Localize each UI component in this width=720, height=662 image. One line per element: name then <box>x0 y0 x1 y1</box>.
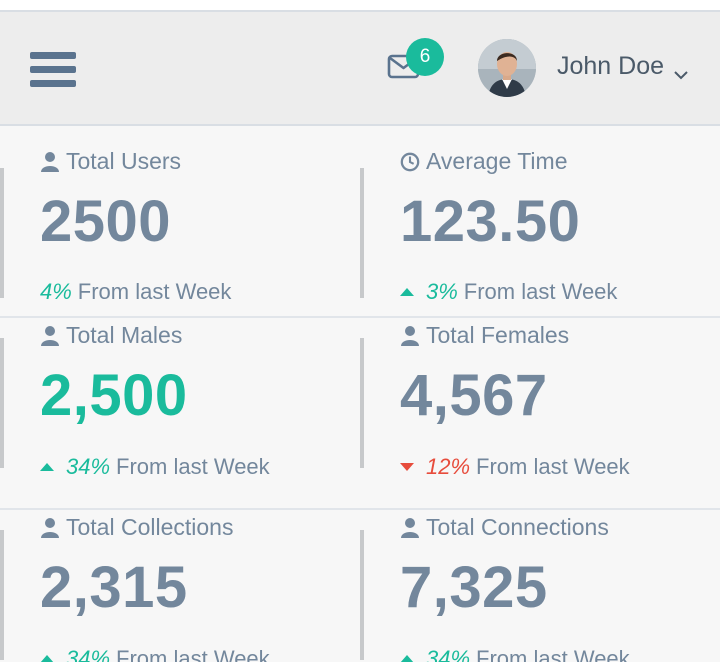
tile-total-males: Total Males 2,500 34% From last Week <box>0 318 360 508</box>
tile-note: From last Week <box>476 646 630 662</box>
tile-average-time: Average Time 123.50 3% From last Week <box>360 126 720 316</box>
tile-total-connections: Total Connections 7,325 34% From last We… <box>360 510 720 662</box>
tile-divider <box>0 338 4 468</box>
tile-title: Total Collections <box>66 514 234 540</box>
tile-title: Total Males <box>66 322 183 348</box>
tile-percent: 34% <box>66 646 111 662</box>
clock-icon <box>400 152 420 171</box>
tile-count-grid: Total Users 2500 4% From last Week Avera… <box>0 126 720 662</box>
tile-count: 4,567 <box>400 363 548 428</box>
tile-note: From last Week <box>463 279 618 304</box>
user-name[interactable]: John Doe <box>557 52 665 80</box>
top-navbar: 6 John Doe <box>0 12 720 126</box>
tile-count: 2,500 <box>40 363 188 428</box>
trend-up-icon <box>40 655 54 662</box>
tile-count: 123.50 <box>400 189 581 254</box>
tile-divider <box>360 168 364 298</box>
tile-note: From last Week <box>77 279 232 304</box>
tile-total-collections: Total Collections 2,315 34% From last We… <box>0 510 360 662</box>
tile-row: Total Collections 2,315 34% From last We… <box>0 510 720 662</box>
top-border <box>0 0 720 12</box>
tile-title: Total Connections <box>426 514 609 540</box>
tile-divider <box>360 338 364 468</box>
tile-percent: 4% <box>40 279 72 304</box>
avatar[interactable] <box>478 39 536 97</box>
tile-count: 7,325 <box>400 555 548 620</box>
tile-percent: 12% <box>426 454 471 479</box>
tile-title: Average Time <box>426 148 568 174</box>
tile-divider <box>360 530 364 660</box>
trend-up-icon <box>400 655 414 662</box>
trend-up-icon <box>400 288 414 296</box>
chevron-down-icon[interactable] <box>673 70 689 80</box>
tile-divider <box>0 168 4 298</box>
tile-count: 2500 <box>40 189 172 254</box>
tile-title: Total Females <box>426 322 570 348</box>
tile-total-users: Total Users 2500 4% From last Week <box>0 126 360 316</box>
tile-note: From last Week <box>476 454 630 479</box>
tile-note: From last Week <box>116 646 270 662</box>
tile-count: 2,315 <box>40 555 188 620</box>
trend-down-icon <box>400 463 414 471</box>
user-icon <box>41 151 59 172</box>
tile-title: Total Users <box>66 148 182 174</box>
user-icon <box>41 325 59 346</box>
user-icon <box>41 517 59 538</box>
tile-percent: 3% <box>426 279 458 304</box>
user-icon <box>401 517 419 538</box>
mail-badge: 6 <box>406 38 444 76</box>
tile-row: Total Males 2,500 34% From last Week Tot… <box>0 318 720 510</box>
user-icon <box>401 325 419 346</box>
hamburger-icon[interactable] <box>30 52 76 88</box>
tile-divider <box>0 530 4 660</box>
tile-percent: 34% <box>426 646 471 662</box>
trend-up-icon <box>40 463 54 471</box>
tile-note: From last Week <box>116 454 270 479</box>
tile-row: Total Users 2500 4% From last Week Avera… <box>0 126 720 318</box>
tile-total-females: Total Females 4,567 12% From last Week <box>360 318 720 508</box>
tile-percent: 34% <box>66 454 111 479</box>
